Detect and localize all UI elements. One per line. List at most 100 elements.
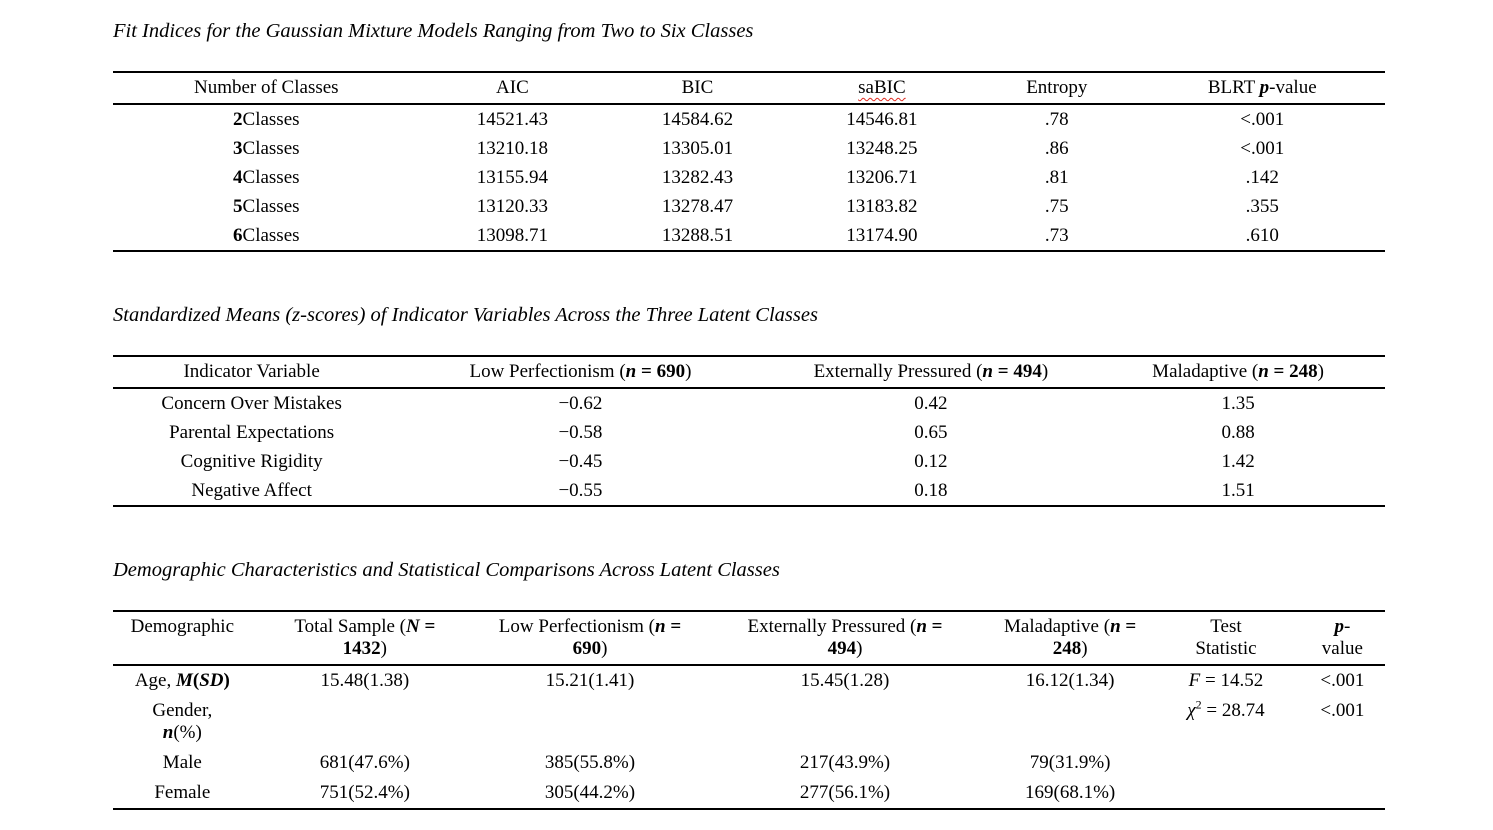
col-header-sabic: saBIC [790, 72, 974, 104]
cell-mal-zscore: 1.51 [1221, 480, 1255, 501]
table-row-6-classes: 6Classes 13098.71 13288.51 13174.90 .73 … [113, 221, 1385, 251]
cell-class-label: 6Classes [113, 221, 420, 251]
cell-indicator: Negative Affect [191, 480, 312, 501]
blrt-prefix: BLRT [1207, 77, 1260, 98]
group-label: Maladaptive ( [1004, 616, 1111, 637]
chi-symbol: χ [1187, 700, 1196, 721]
col-header-indicator-variable: Indicator Variable [183, 361, 320, 382]
cell-class-label: 4Classes [113, 163, 420, 192]
col-header-entropy: Entropy [1026, 77, 1088, 98]
cell-entropy: .78 [1044, 109, 1069, 130]
table-row-negative-affect: Negative Affect −0.55 0.18 1.51 [113, 476, 1385, 506]
cell-ext-zscore: 0.18 [914, 480, 948, 501]
cell-female-mal: 169(68.1%) [1025, 782, 1116, 803]
equals: = [992, 361, 1014, 382]
equals: = [1268, 361, 1290, 382]
table-row-5-classes: 5Classes 13120.33 13278.47 13183.82 .75 … [113, 192, 1385, 221]
demographics-table: Demographic Total Sample (N = 1432) Low P… [113, 610, 1385, 810]
cell-sabic: 13183.82 [846, 196, 918, 217]
cell-class-label: 2Classes [113, 104, 420, 134]
col-header-demographic: Demographic [130, 616, 235, 637]
table-row-cognitive-rigidity: Cognitive Rigidity −0.45 0.12 1.42 [113, 447, 1385, 476]
close-paren: ) [1041, 361, 1049, 382]
cell-demographic-female: Female [154, 782, 211, 803]
header-row: Indicator Variable Low Perfectionism (n … [113, 356, 1385, 388]
cell-bic: 13278.47 [661, 196, 734, 217]
cell-mal-zscore: 0.88 [1221, 422, 1255, 443]
gender-label: Gender, [152, 700, 213, 721]
col-header-blrt-p-value: BLRT p-value [1139, 72, 1385, 104]
close-paren: ) [1081, 638, 1088, 659]
cell-gender-total [252, 696, 478, 748]
group-n-value: 248 [1052, 638, 1082, 659]
cell-sabic: 14546.81 [846, 109, 918, 130]
cell-low-zscore: −0.45 [558, 451, 603, 472]
table-title-standardized-means: Standardized Means (z-scores) of Indicat… [113, 304, 818, 326]
cell-demographic-male: Male [162, 752, 202, 773]
cell-age-low: 15.21(1.41) [545, 670, 635, 691]
group-label: Maladaptive ( [1152, 361, 1259, 382]
table-row-2-classes: 2Classes 14521.43 14584.62 14546.81 .78 … [113, 104, 1385, 134]
blrt-suffix: -value [1269, 77, 1317, 98]
cell-bic: 14584.62 [661, 109, 734, 130]
cell-sabic: 13206.71 [846, 167, 918, 188]
cell-aic: 13098.71 [476, 225, 549, 246]
cell-sabic: 13248.25 [846, 138, 918, 159]
cell-aic: 14521.43 [476, 109, 549, 130]
n-symbol: n [1258, 361, 1269, 382]
section-fit-indices: Fit Indices for the Gaussian Mixture Mod… [113, 18, 1385, 252]
cell-aic: 13120.33 [476, 196, 549, 217]
col-header-low-perfectionism: Low Perfectionism (n = 690) [478, 611, 702, 665]
cell-male-low: 385(55.8%) [544, 752, 636, 773]
col-header-test-statistic: Test Statistic [1152, 611, 1300, 665]
table-title-demographics: Demographic Characteristics and Statisti… [113, 559, 780, 581]
group-label: Externally Pressured ( [747, 616, 917, 637]
close-paren: ) [223, 670, 230, 691]
class-count: 5 [233, 196, 243, 217]
chi-squared-exponent: 2 [1195, 697, 1202, 712]
cell-gender-mal [988, 696, 1152, 748]
n-symbol: n [1110, 616, 1121, 637]
group-n-value: 494 [1013, 361, 1042, 382]
col-header-externally-pressured: Externally Pressured (n = 494) [702, 611, 988, 665]
equals: = [665, 616, 682, 637]
col-header-total-sample: Total Sample (N = 1432) [252, 611, 478, 665]
cell-female-test-statistic [1152, 778, 1300, 809]
table-row-age: Age, M(SD) 15.48(1.38) 15.21(1.41) 15.45… [113, 665, 1385, 696]
table-row-parental-expectations: Parental Expectations −0.58 0.65 0.88 [113, 418, 1385, 447]
f-symbol: F [1188, 670, 1201, 691]
col-header-externally-pressured: Externally Pressured (n = 494) [771, 356, 1092, 388]
age-label: Age, [134, 670, 176, 691]
col-header-aic: AIC [496, 77, 529, 98]
n-symbol: n [982, 361, 993, 382]
col-header-number-of-classes: Number of Classes [193, 77, 339, 98]
cell-mal-zscore: 1.42 [1221, 451, 1255, 472]
equals: = [419, 616, 436, 637]
cell-indicator: Concern Over Mistakes [161, 393, 342, 414]
table-title-fit-indices: Fit Indices for the Gaussian Mixture Mod… [113, 20, 754, 42]
class-word: Classes [242, 109, 300, 130]
cell-aic: 13155.94 [476, 167, 549, 188]
col-header-maladaptive: Maladaptive (n = 248) [988, 611, 1152, 665]
blrt-p-symbol: p [1259, 77, 1270, 98]
cell-aic: 13210.18 [476, 138, 549, 159]
cell-age-test-statistic: F = 14.52 [1152, 665, 1300, 696]
table-row-4-classes: 4Classes 13155.94 13282.43 13206.71 .81 … [113, 163, 1385, 192]
cell-low-zscore: −0.62 [558, 393, 603, 414]
f-value: = 14.52 [1200, 670, 1264, 691]
cell-ext-zscore: 0.12 [914, 451, 948, 472]
col-header-maladaptive: Maladaptive (n = 248) [1091, 356, 1385, 388]
cell-male-mal: 79(31.9%) [1029, 752, 1111, 773]
table-row-male: Male 681(47.6%) 385(55.8%) 217(43.9%) 79… [113, 748, 1385, 778]
section-standardized-means: Standardized Means (z-scores) of Indicat… [113, 302, 1385, 507]
cell-ext-zscore: 0.65 [914, 422, 948, 443]
cell-sabic: 13174.90 [846, 225, 918, 246]
fit-indices-table: Number of Classes AIC BIC saBIC Entropy … [113, 71, 1385, 252]
cell-low-zscore: −0.55 [558, 480, 603, 501]
cell-mal-zscore: 1.35 [1221, 393, 1255, 414]
cell-female-p-value [1300, 778, 1385, 809]
cell-indicator: Cognitive Rigidity [180, 451, 323, 472]
cell-blrt-p: <.001 [1240, 109, 1285, 130]
cell-age-total: 15.48(1.38) [320, 670, 410, 691]
cell-male-test-statistic [1152, 748, 1300, 778]
